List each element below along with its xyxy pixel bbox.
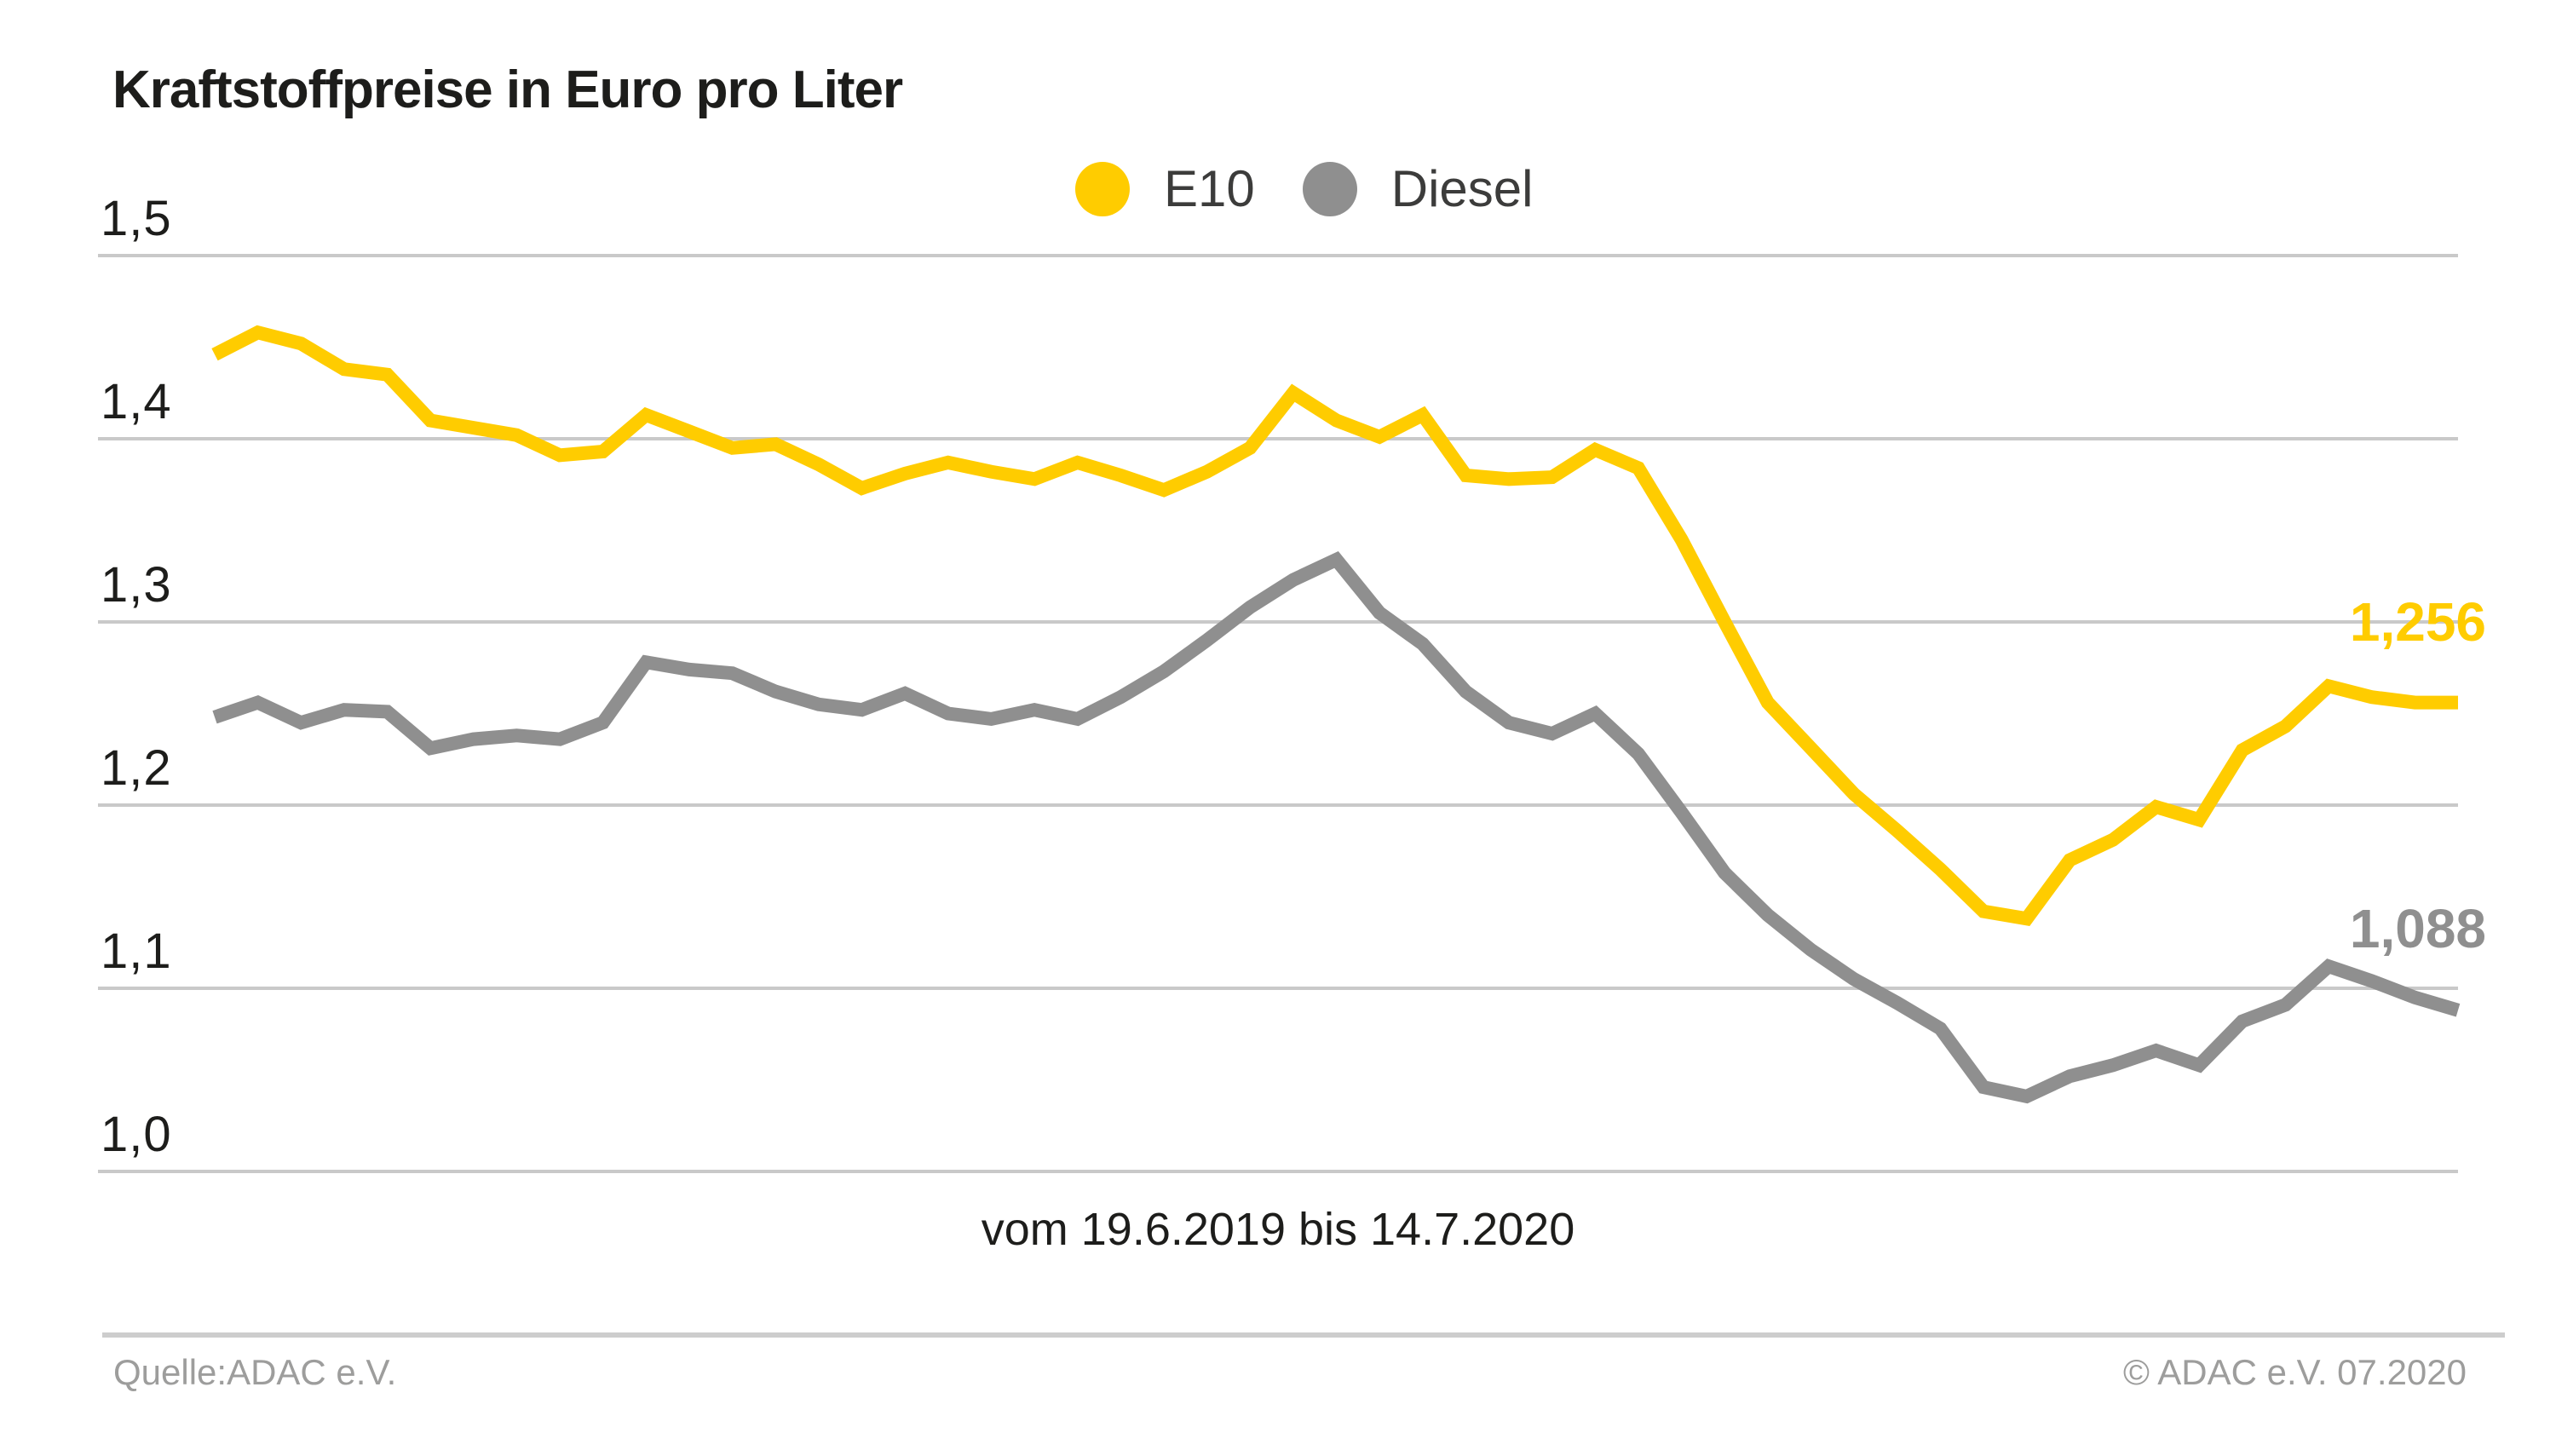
y-axis-tick-label: 1,1 [101,924,172,979]
e10-price-line [211,325,2458,927]
source-note: Quelle:ADAC e.V. [113,1352,397,1392]
y-axis-tick-label: 1,4 [101,374,172,429]
y-axis-tick-label: 1,5 [101,191,172,246]
y-axis-tick-label: 1,3 [101,557,172,613]
legend: E10 Diesel [1075,162,1534,216]
x-axis-caption: vom 19.6.2019 bis 14.7.2020 [981,1204,1575,1255]
page-title: Kraftstoffpreise in Euro pro Liter [112,60,903,119]
legend-label-e10: E10 [1164,160,1255,217]
copyright-note: © ADAC e.V. 07.2020 [2123,1352,2467,1392]
y-axis-tick-label: 1,0 [101,1107,172,1162]
e10-end-value-label: 1,256 [2349,591,2486,653]
legend-label-diesel: Diesel [1390,160,1534,217]
y-axis-tick-label: 1,2 [101,740,172,796]
diesel-end-value-label: 1,088 [2349,898,2486,959]
legend-dot-e10-icon [1075,162,1130,216]
footer-divider [102,1332,2505,1338]
diesel-price-line [212,551,2461,1104]
legend-dot-diesel-icon [1302,162,1357,216]
